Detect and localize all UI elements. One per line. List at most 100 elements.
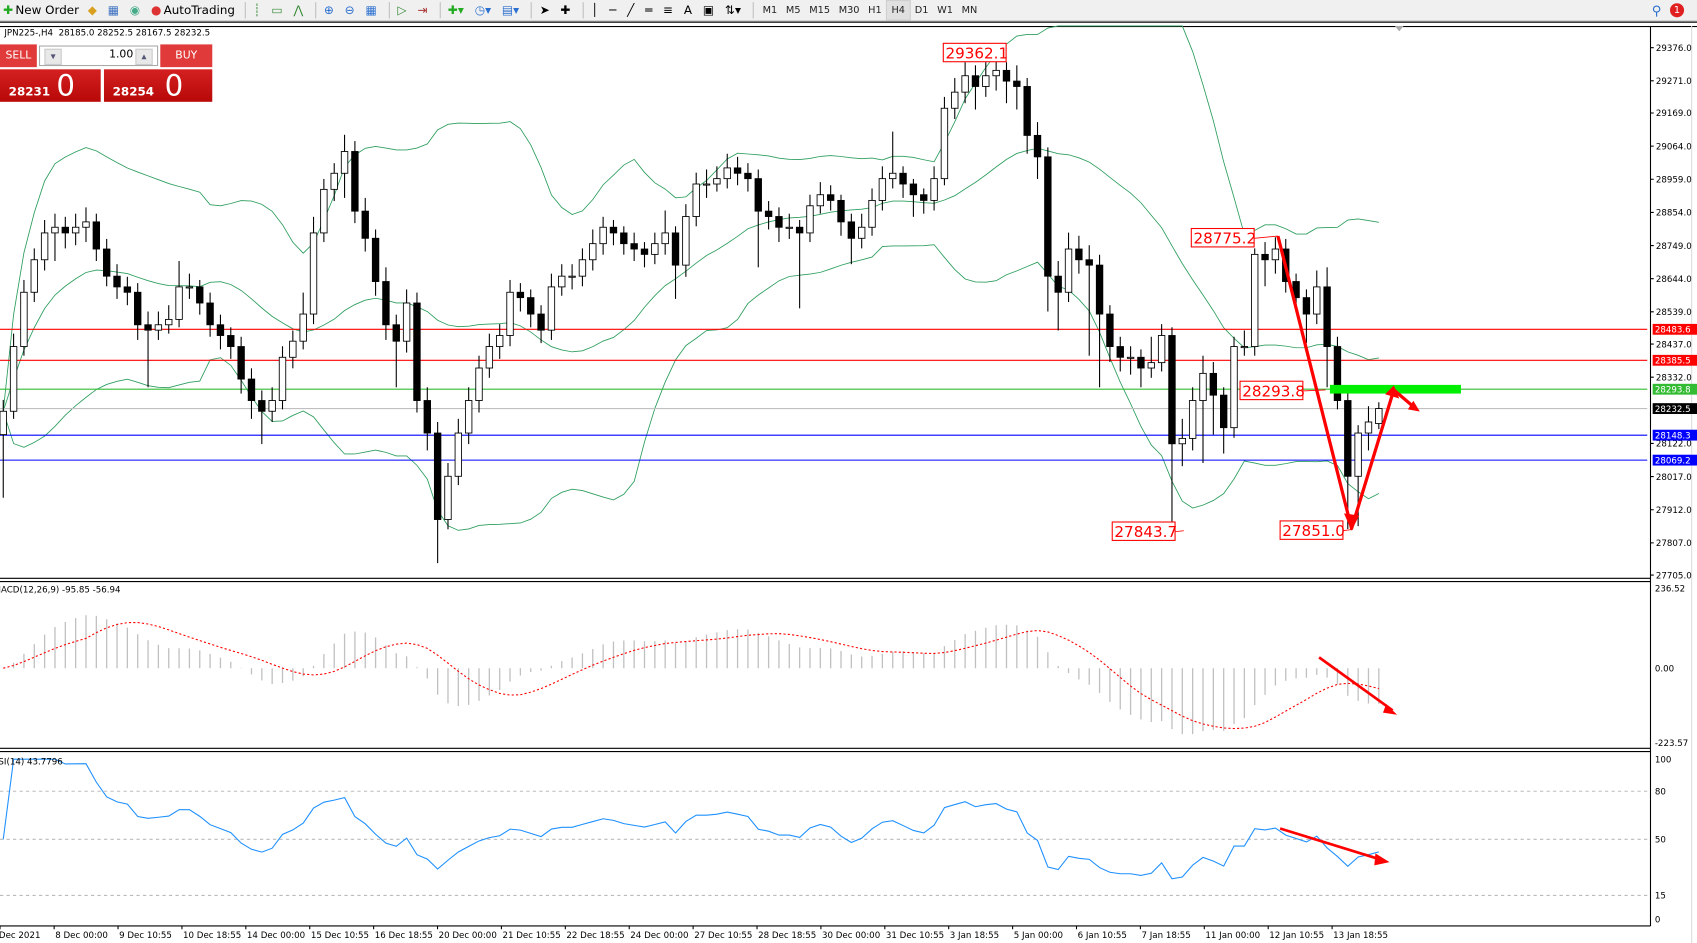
chart-window-border (0, 21, 1697, 28)
horizontal-line-button[interactable]: ─ (606, 1, 622, 19)
strategy-tester-button[interactable]: ▦ (104, 1, 124, 19)
lot-size-value[interactable]: 1.00 (109, 48, 134, 61)
price-tick-label: 28644.0 (1656, 275, 1692, 285)
bullish-candle (320, 188, 328, 234)
timeframe-w1[interactable]: W1 (937, 4, 953, 16)
annotation-leader (1254, 235, 1278, 239)
bullish-candle (165, 318, 173, 326)
timeframe-m15[interactable]: M15 (809, 4, 831, 16)
date-tick-label: 12 Jan 10:55 (1269, 931, 1324, 941)
bearish-candle (392, 324, 400, 342)
rsi-tick-label: 80 (1655, 787, 1666, 797)
toolbar-right: ⚲ 1 (1651, 0, 1685, 21)
notification-badge[interactable]: 1 (1669, 3, 1685, 18)
autoscroll-button[interactable]: ▷ (394, 1, 412, 19)
bollinger-middle (2, 147, 1379, 412)
timeframe-m5[interactable]: M5 (785, 4, 801, 16)
bullish-candle (309, 232, 318, 315)
zoom-in-button[interactable]: ⊕ (321, 1, 340, 19)
macd-tick-label: -223.57 (1655, 739, 1688, 749)
date-tick-label: 27 Dec 10:55 (694, 931, 752, 941)
date-tick-label: 9 Dec 10:55 (119, 931, 172, 941)
sell-button[interactable]: SELL (0, 44, 37, 68)
annotation-label: 27851.0 (1282, 522, 1345, 540)
price-level-label: 28148.3 (1655, 431, 1691, 441)
bearish-candle (433, 432, 442, 520)
bullish-candle (1251, 253, 1259, 347)
bullish-candle (702, 183, 711, 186)
bullish-candle (930, 178, 938, 201)
metaeditor-button[interactable]: ◆ (84, 1, 102, 19)
timeframe-h1[interactable]: H1 (868, 4, 882, 16)
bullish-candle (1240, 346, 1249, 349)
sell-price-box[interactable]: 28231 0 (0, 69, 101, 103)
bullish-candle (1157, 335, 1166, 364)
fibonacci-button[interactable]: ≡ (660, 1, 679, 19)
bullish-candle (20, 291, 28, 347)
buy-price-box[interactable]: 28254 0 (103, 69, 213, 103)
bullish-candle (464, 400, 473, 434)
bearish-candle (671, 232, 680, 266)
text-label-button[interactable]: ▣ (700, 1, 720, 19)
price-tick-label: 28539.0 (1656, 308, 1692, 318)
signals-button[interactable]: ◉ (127, 1, 146, 19)
chart-shift-button[interactable]: ⇥ (414, 1, 433, 19)
lot-size-input[interactable]: ▼ 1.00 ▲ (38, 45, 159, 67)
tile-windows-button[interactable]: ▦ (362, 1, 382, 19)
bearish-candle (775, 216, 783, 228)
bearish-candle (123, 286, 132, 293)
price-level-label: 28483.6 (1655, 326, 1691, 336)
price-level-label: 28293.8 (1655, 385, 1691, 395)
timeframe-mn[interactable]: MN (961, 4, 978, 16)
lot-decrease-icon[interactable]: ▼ (44, 48, 62, 65)
bearish-candle (744, 172, 752, 180)
timeframe-m1[interactable]: M1 (762, 4, 778, 16)
bearish-candle (630, 243, 638, 250)
bearish-candle (1002, 69, 1011, 82)
zoom-out-icon: ⊖ (344, 2, 355, 17)
metaeditor-icon: ◆ (87, 2, 97, 17)
zoom-out-button[interactable]: ⊖ (341, 1, 360, 19)
bearish-candle (1075, 248, 1083, 261)
arrows-button[interactable]: ⇅▾ (722, 1, 747, 19)
templates-button[interactable]: ▤▾ (499, 1, 525, 19)
search-icon[interactable]: ⚲ (1651, 2, 1662, 18)
separator (582, 2, 584, 19)
bearish-candle (527, 297, 535, 315)
line-chart-button[interactable]: ⋀ (290, 1, 308, 19)
timeframe-d1[interactable]: D1 (914, 4, 929, 16)
timeframe-h4[interactable]: H4 (886, 0, 911, 21)
lot-increase-icon[interactable]: ▲ (135, 48, 153, 65)
bullish-candle (1313, 286, 1321, 315)
buy-button[interactable]: BUY (160, 44, 213, 68)
toolbar: ✚ New Order ◆ ▦ ◉ ● AutoTrading ┊ ▭ ⋀ ⊕ … (0, 0, 1697, 22)
candlestick-button[interactable]: ▭ (268, 1, 288, 19)
annotation-box (1279, 520, 1344, 540)
crosshair-button[interactable]: ✚ (557, 1, 576, 19)
bar-chart-button[interactable]: ┊ (250, 1, 266, 19)
indicators-button[interactable]: ✚▾ (445, 1, 470, 19)
bullish-candle (185, 286, 194, 289)
price-level-label: 28385.5 (1655, 357, 1691, 367)
autotrading-button[interactable]: ● AutoTrading (148, 1, 238, 19)
vertical-line-icon: │ (591, 2, 599, 17)
timeframe-m30[interactable]: M30 (838, 4, 860, 16)
bullish-candle (402, 302, 411, 342)
bearish-candle (764, 210, 773, 217)
periods-button[interactable]: ◷▾ (471, 1, 496, 19)
cursor-button[interactable]: ➤ (536, 1, 555, 19)
channel-button[interactable]: ═ (642, 1, 658, 19)
date-tick-label: 10 Dec 18:55 (183, 931, 241, 941)
annotation-label: 29362.1 (945, 44, 1008, 62)
vertical-line-button[interactable]: │ (588, 1, 604, 19)
trendline-button[interactable]: ╱ (624, 1, 640, 19)
date-tick-label: 28 Dec 18:55 (758, 931, 816, 941)
date-tick-label: Dec 2021 (0, 931, 40, 941)
bullish-candle (40, 232, 49, 261)
text-button[interactable]: A (681, 1, 698, 19)
bullish-candle (992, 69, 1000, 77)
zoom-in-icon: ⊕ (323, 2, 334, 17)
one-click-trading-panel: SELL ▼ 1.00 ▲ BUY 28231 0 28254 0 (0, 44, 213, 103)
new-order-button[interactable]: ✚ New Order (0, 1, 82, 19)
